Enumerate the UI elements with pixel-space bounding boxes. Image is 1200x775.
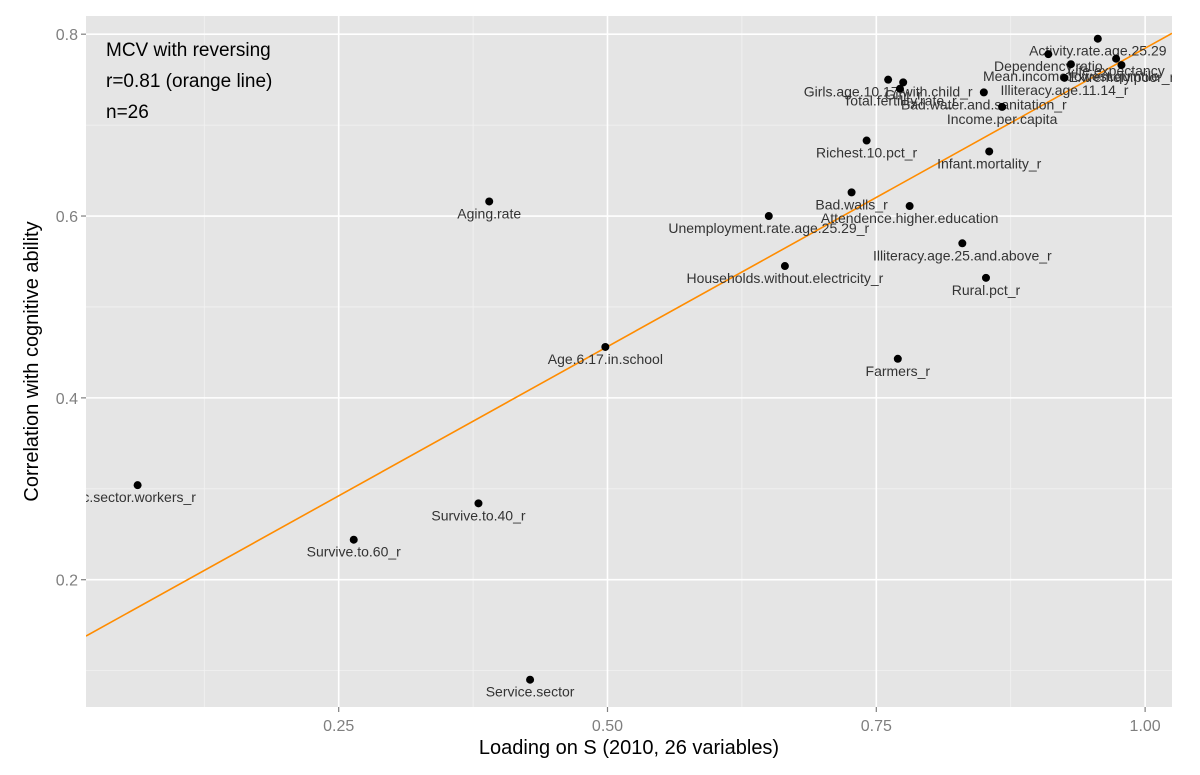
x-axis: 0.25 0.50 0.75 1.00 xyxy=(323,707,1161,735)
point-label: Survive.to.60_r xyxy=(307,544,401,560)
data-point xyxy=(862,136,871,145)
point-label: Dependency.ratio xyxy=(994,58,1103,74)
y-axis: 0.2 0.4 0.6 0.8 xyxy=(56,27,86,590)
data-point xyxy=(847,188,856,197)
data-point xyxy=(893,354,902,363)
data-point xyxy=(1066,60,1075,69)
data-point xyxy=(884,75,893,84)
y-tick-label: 0.4 xyxy=(56,391,78,408)
point-label: Bad.walls_r xyxy=(815,196,888,212)
point-label: Farmers_r xyxy=(866,363,931,379)
point-label: ic.sector.workers_r xyxy=(79,489,196,505)
point-label: Attendence.higher.education xyxy=(821,210,998,226)
annotation-block: MCV with reversing r=0.81 (orange line) … xyxy=(106,40,272,123)
y-tick-label: 0.6 xyxy=(56,209,78,226)
data-point xyxy=(1093,34,1102,43)
point-label: Aging.rate xyxy=(457,205,521,221)
annotation-method: MCV with reversing xyxy=(106,40,271,61)
major-gridlines xyxy=(86,16,1172,707)
point-label: Illiteracy.age.25.and.above_r xyxy=(873,247,1052,263)
point-label: Life.expectancy xyxy=(1067,63,1164,79)
data-point xyxy=(1044,50,1053,59)
data-point xyxy=(764,212,773,221)
point-label: Richest.10.pct_r xyxy=(816,145,917,161)
point-label: Age.6.17.in.school xyxy=(548,351,663,367)
point-label: Infant.mortality_r xyxy=(937,155,1042,171)
y-axis-title: Correlation with cognitive ability xyxy=(21,221,43,501)
data-point xyxy=(905,202,914,211)
point-label: Households.without.electricity_r xyxy=(686,270,883,286)
annotation-correlation: r=0.81 (orange line) xyxy=(106,71,272,92)
point-label: Mean.income.lowest.quintile xyxy=(983,68,1159,84)
point-label: Service.sector xyxy=(486,684,575,700)
data-point xyxy=(1060,73,1069,82)
point-label: Extremely.poor_r xyxy=(1069,69,1175,85)
x-axis-title: Loading on S (2010, 26 variables) xyxy=(479,737,779,759)
data-point xyxy=(899,78,908,87)
y-tick-label: 0.2 xyxy=(56,573,78,590)
data-point xyxy=(958,239,967,248)
x-tick-label: 0.25 xyxy=(323,718,354,735)
data-point xyxy=(526,675,535,684)
plot-background xyxy=(86,16,1172,707)
data-point xyxy=(601,342,610,351)
x-tick-label: 0.50 xyxy=(592,718,623,735)
point-label: Survive.to.40_r xyxy=(431,507,525,523)
point-label: Rural.pct_r xyxy=(952,282,1021,298)
point-label: Total.fertility.rate_r xyxy=(843,93,957,109)
point-label: Unemployment.rate.age.25.29_r xyxy=(668,220,869,236)
plot-area: ic.sector.workers_r Survive.to.60_r Surviv… xyxy=(79,32,1175,700)
minor-gridlines xyxy=(86,16,1172,707)
point-label: Bad.water.and.sanitation_r xyxy=(901,96,1067,112)
regression-line xyxy=(86,32,1172,637)
data-point xyxy=(780,262,789,271)
x-tick-label: 0.75 xyxy=(861,718,892,735)
annotation-n: n=26 xyxy=(106,102,149,123)
data-point xyxy=(1112,54,1121,63)
data-point xyxy=(979,88,988,97)
point-label: Illiteracy.age.11.14_r xyxy=(1001,82,1129,98)
data-point xyxy=(895,84,904,93)
data-point xyxy=(998,102,1007,111)
point-label: Girls.age.10.17.with.child_r xyxy=(804,84,973,100)
data-point xyxy=(349,535,358,544)
data-point xyxy=(1117,61,1126,70)
data-point xyxy=(485,197,494,206)
point-label: Income.per.capita xyxy=(947,111,1058,127)
data-point xyxy=(133,481,142,490)
data-point xyxy=(474,499,483,508)
x-tick-label: 1.00 xyxy=(1130,718,1161,735)
data-point xyxy=(985,147,994,156)
y-tick-label: 0.8 xyxy=(56,27,78,44)
point-label: Gini_r xyxy=(885,86,923,102)
point-label: Activity.rate.age.25.29 xyxy=(1029,43,1167,59)
data-point xyxy=(981,273,990,282)
